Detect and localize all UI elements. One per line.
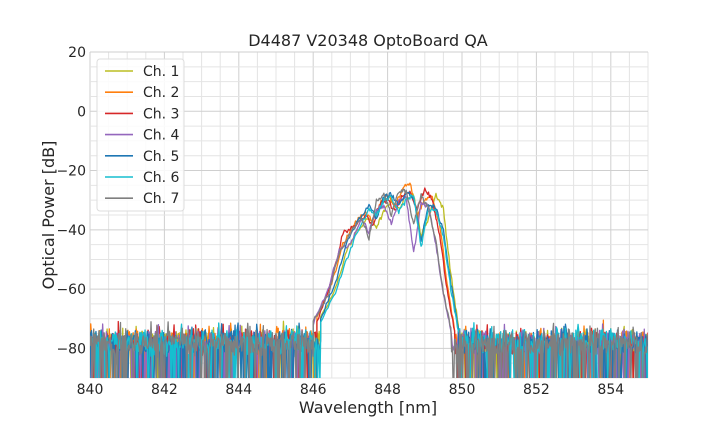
legend-label: Ch. 6 xyxy=(143,170,180,186)
series-line-ch6 xyxy=(90,194,648,378)
x-tick-label: 840 xyxy=(77,382,104,398)
x-tick-label: 842 xyxy=(151,382,178,398)
legend-label: Ch. 5 xyxy=(143,149,179,165)
tick-labels: 840 842 844 846 848 850 852 854 −80 −60 −40 −20 0 20 xyxy=(56,45,624,398)
x-tick-label: 850 xyxy=(449,382,476,398)
legend-box xyxy=(96,58,185,212)
series-line-ch7 xyxy=(90,188,648,378)
y-tick-label: 0 xyxy=(77,104,86,120)
x-tick-label: 846 xyxy=(300,382,327,398)
legend-label: Ch. 3 xyxy=(143,106,179,122)
legend-label: Ch. 2 xyxy=(143,85,179,101)
legend-label: Ch. 7 xyxy=(143,191,179,207)
y-tick-label: 20 xyxy=(68,45,86,61)
y-tick-label: −60 xyxy=(56,282,86,298)
y-tick-label: −40 xyxy=(56,223,86,239)
x-axis-title: Wavelength [nm] xyxy=(299,398,437,417)
legend-label: Ch. 1 xyxy=(143,64,179,80)
x-tick-label: 852 xyxy=(523,382,550,398)
x-tick-label: 854 xyxy=(597,382,624,398)
y-tick-label: −20 xyxy=(56,164,86,180)
chart-title: D4487 V20348 OptoBoard QA xyxy=(248,31,488,50)
legend: Ch. 1 Ch. 2 Ch. 3 Ch. 4 Ch. 5 Ch. 6 Ch. 7 xyxy=(96,58,185,212)
y-tick-label: −80 xyxy=(56,341,86,357)
x-tick-label: 844 xyxy=(225,382,252,398)
x-tick-label: 848 xyxy=(374,382,401,398)
series-group xyxy=(90,182,648,378)
legend-label: Ch. 4 xyxy=(143,128,180,144)
y-axis-title: Optical Power [dB] xyxy=(39,141,58,290)
